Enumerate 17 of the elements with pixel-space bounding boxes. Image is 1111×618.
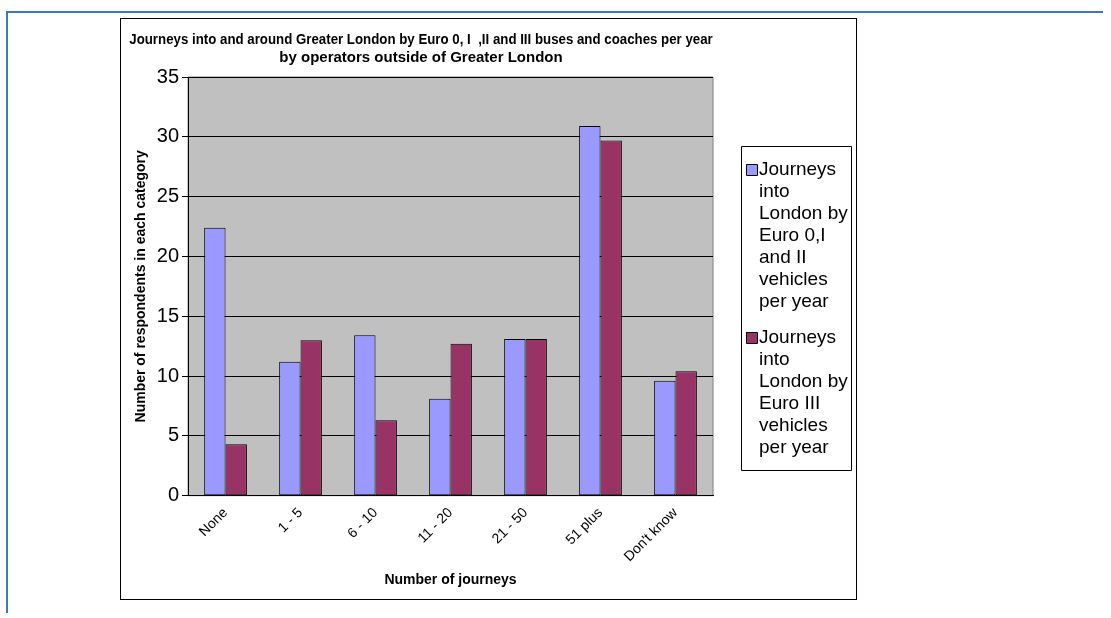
chart-title: Journeys into and around Greater London by Euro 0, I ,II and III buses and coaches per year by operators outside of Greater London — [129, 30, 714, 66]
y-tick-label: 10 — [156, 363, 180, 386]
y-tick-label: 0 — [167, 483, 180, 506]
x-tick-label: 11 - 20 — [413, 503, 456, 546]
y-tick-label: 5 — [167, 423, 180, 446]
y-tick-label: 20 — [156, 243, 180, 266]
y-axis-title: Number of respondents in each category — [132, 149, 149, 423]
y-tick-label: 15 — [156, 303, 180, 326]
y-tick-label: 35 — [156, 64, 180, 87]
x-tick-label: 6 - 10 — [343, 503, 381, 541]
x-tick-label: 1 - 5 — [274, 503, 306, 536]
x-axis-title: Number of journeys — [384, 571, 517, 588]
legend-label: Journeys into London by Euro 0,I and II vehicles per year — [759, 157, 849, 311]
legend-label: Journeys into London by Euro III vehicles per year — [759, 325, 849, 457]
x-tick-label: 21 - 50 — [488, 503, 531, 547]
y-tick-label: 25 — [156, 184, 180, 207]
y-tick-label: 30 — [156, 124, 180, 147]
